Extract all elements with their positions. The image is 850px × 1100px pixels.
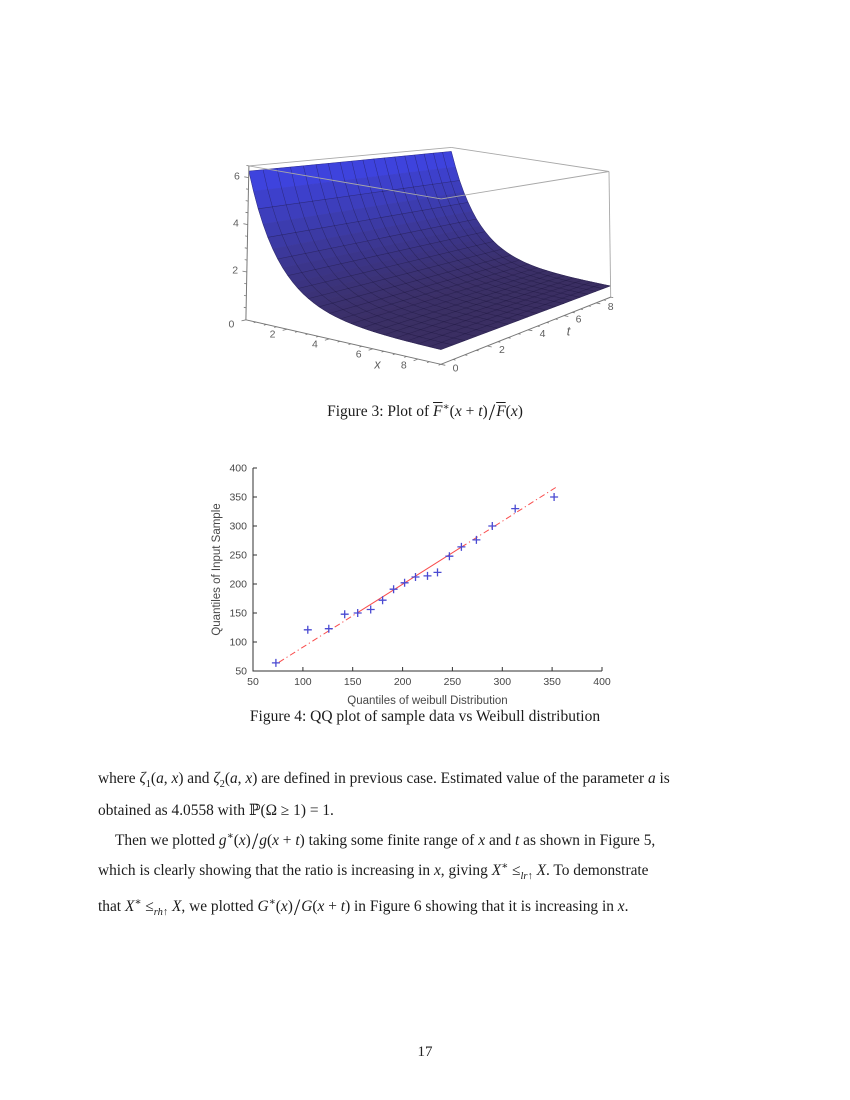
axis-tick-label: 4 [233,217,239,229]
axis-tick-label: 8 [608,301,614,313]
qq-marker [457,542,466,551]
box-frame [248,146,612,298]
text-line-1: where ζ1(a, x) and ζ2(a, x) are defined … [98,770,670,791]
x-axis-title: Quantiles of weibull Distribution [347,695,507,707]
qq-marker [433,568,442,577]
y-tick-label: 50 [235,666,247,678]
axis-tick-label: 2 [499,344,505,356]
qq-marker [353,609,362,617]
x-tick-label: 200 [394,676,412,688]
qq-marker [445,552,454,561]
axis-tick-label: 4 [540,328,546,340]
x-tick-label: 150 [344,676,362,688]
x-tick-label: 300 [494,676,512,688]
qq-marker [511,504,520,513]
y-tick-label: 200 [229,579,247,591]
qq-marker [324,624,333,633]
axis-tick-label: 8 [401,359,407,371]
axis-tick-label: 0 [453,363,459,375]
axis-tick-label: t [567,325,571,339]
x-tick-label: 250 [444,676,462,688]
axis-tick-label: 6 [356,349,362,361]
qq-marker [303,625,312,634]
y-tick-label: 250 [229,550,247,562]
figure-3-caption: Figure 3: Plot of F∗(x + t)/F(x) [327,400,523,427]
qq-marker [411,573,420,581]
surface-plot-3d: 0 2 4 6 8 x 0 2 4 6 8 t 2 4 6 [228,146,614,375]
y-tick-label: 300 [229,521,247,533]
axis-tick-label: 2 [232,265,238,277]
qq-marker [271,658,280,667]
y-tick-label: 350 [229,492,247,504]
qq-marker [423,571,432,580]
x-tick-label: 400 [593,676,611,688]
qq-axes: 50 100 150 200 250 300 350 400 50 100 150 200 250 300… [211,463,611,708]
y-tick-label: 150 [229,608,247,620]
qq-marker [400,578,409,587]
qq-marker [340,610,349,619]
body-paragraphs: where ζ1(a, x) and ζ2(a, x) are defined … [98,766,766,926]
axis-tick-label: 0 [228,319,234,331]
qq-marker [472,535,481,544]
x-tick-label: 350 [543,676,561,688]
surface-mesh-lines [248,151,611,350]
y-axis-title: Quantiles of Input Sample [211,503,223,635]
page-number: 17 [417,1044,433,1060]
text-line-4: which is clearly showing that the ratio … [98,860,649,882]
axis-tick-label: 4 [312,338,318,350]
y-tick-label: 100 [229,637,247,649]
axis-tick-label: 2 [270,328,276,340]
qq-marker [550,493,559,501]
text-line-2: obtained as 4.0558 with ℙ(Ω ≥ 1) = 1. [98,801,334,819]
text-line-5: that X∗ ≤rh↑ X, we plotted G∗(x)/G(x + t… [98,893,629,920]
qq-marker [378,596,387,605]
axis-tick-label: 6 [576,314,582,326]
qq-data-points [271,493,559,667]
axis-tick-label: x [373,357,381,371]
x-tick-label: 50 [247,676,259,688]
text-line-3: Then we plotted g∗(x)/g(x + t) taking so… [115,827,656,854]
axis-tick-label: 6 [234,171,240,183]
axes: 0 2 4 6 8 x 0 2 4 6 8 t 2 4 6 [228,165,614,375]
figure-4-caption: Figure 4: QQ plot of sample data vs Weib… [249,708,601,725]
y-tick-label: 400 [229,463,247,475]
qq-marker [366,605,375,614]
qq-plot: 50 100 150 200 250 300 350 400 50 100 150 200 250 300… [211,463,611,708]
x-tick-label: 100 [294,676,312,688]
qq-marker [389,585,398,594]
qq-reference-line [278,485,559,663]
qq-marker [488,522,497,530]
